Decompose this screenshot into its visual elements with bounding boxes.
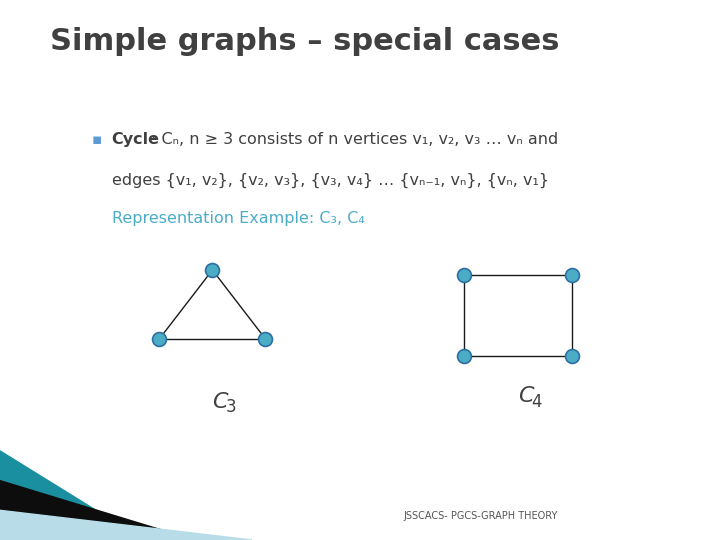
- Text: 4: 4: [531, 393, 542, 410]
- Text: Representation Example: C₃, C₄: Representation Example: C₃, C₄: [112, 211, 364, 226]
- Text: edges {v₁, v₂}, {v₂, v₃}, {v₃, v₄} … {vₙ₋₁, vₙ}, {vₙ, v₁}: edges {v₁, v₂}, {v₂, v₃}, {v₃, v₄} … {vₙ…: [112, 173, 549, 188]
- Polygon shape: [0, 451, 144, 540]
- Text: : Cₙ, n ≥ 3 consists of n vertices v₁, v₂, v₃ … vₙ and: : Cₙ, n ≥ 3 consists of n vertices v₁, v…: [151, 132, 559, 147]
- Point: [567, 271, 578, 280]
- Text: C: C: [518, 386, 534, 406]
- Text: Cycle: Cycle: [112, 132, 160, 147]
- Polygon shape: [0, 481, 194, 540]
- Polygon shape: [0, 510, 252, 540]
- Text: ▪: ▪: [92, 132, 102, 147]
- Text: C: C: [212, 392, 228, 411]
- Point: [260, 334, 271, 343]
- Point: [567, 352, 578, 361]
- Point: [459, 271, 470, 280]
- Point: [207, 266, 218, 274]
- Point: [459, 352, 470, 361]
- Point: [153, 334, 165, 343]
- Text: JSSCACS- PGCS-GRAPH THEORY: JSSCACS- PGCS-GRAPH THEORY: [403, 511, 557, 521]
- Text: 3: 3: [225, 398, 236, 416]
- Text: Simple graphs – special cases: Simple graphs – special cases: [50, 27, 560, 56]
